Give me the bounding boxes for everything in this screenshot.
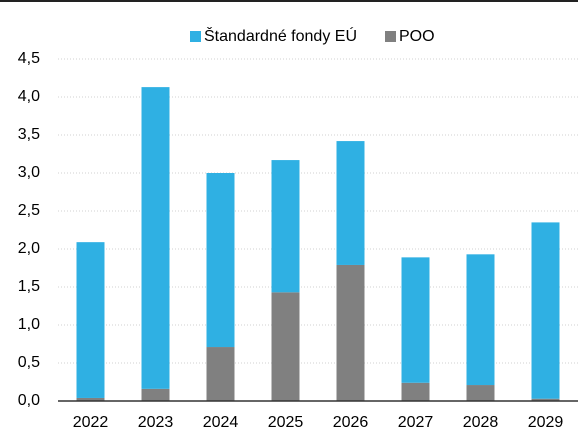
legend-label: POO (399, 28, 435, 45)
x-tick-label: 2026 (333, 414, 369, 431)
y-tick-label: 4,0 (18, 88, 40, 105)
bar-segment (271, 292, 300, 401)
bar-segment (206, 173, 235, 348)
x-tick-label: 2028 (463, 414, 499, 431)
y-tick-label: 3,5 (18, 126, 40, 143)
x-tick-label: 2029 (528, 414, 564, 431)
y-tick-label: 1,0 (18, 316, 40, 333)
y-tick-label: 1,5 (18, 278, 40, 295)
bar-segment (141, 388, 170, 401)
bar-segment (401, 382, 430, 401)
bar-segment (271, 160, 300, 293)
legend-swatch (190, 31, 201, 42)
bar-segment (401, 257, 430, 383)
x-tick-label: 2024 (203, 414, 239, 431)
bar-segment (141, 87, 170, 389)
bar-segment (76, 242, 105, 398)
x-tick-label: 2027 (398, 414, 434, 431)
y-tick-label: 0,0 (18, 392, 40, 409)
bar-segment (531, 398, 560, 401)
bar-segment (336, 264, 365, 401)
y-tick-label: 0,5 (18, 354, 40, 371)
bar-segment (531, 222, 560, 399)
legend-label: Štandardné fondy EÚ (204, 26, 357, 45)
y-tick-label: 4,5 (18, 50, 40, 67)
y-tick-label: 2,0 (18, 240, 40, 257)
bar-segment (466, 385, 495, 401)
x-tick-label: 2022 (73, 414, 109, 431)
x-tick-label: 2025 (268, 414, 304, 431)
bar-segment (466, 254, 495, 386)
legend-swatch (385, 31, 396, 42)
y-tick-label: 3,0 (18, 164, 40, 181)
bar-segment (76, 397, 105, 401)
y-tick-label: 2,5 (18, 202, 40, 219)
x-tick-label: 2023 (138, 414, 174, 431)
bar-segment (206, 347, 235, 401)
bar-segment (336, 141, 365, 265)
